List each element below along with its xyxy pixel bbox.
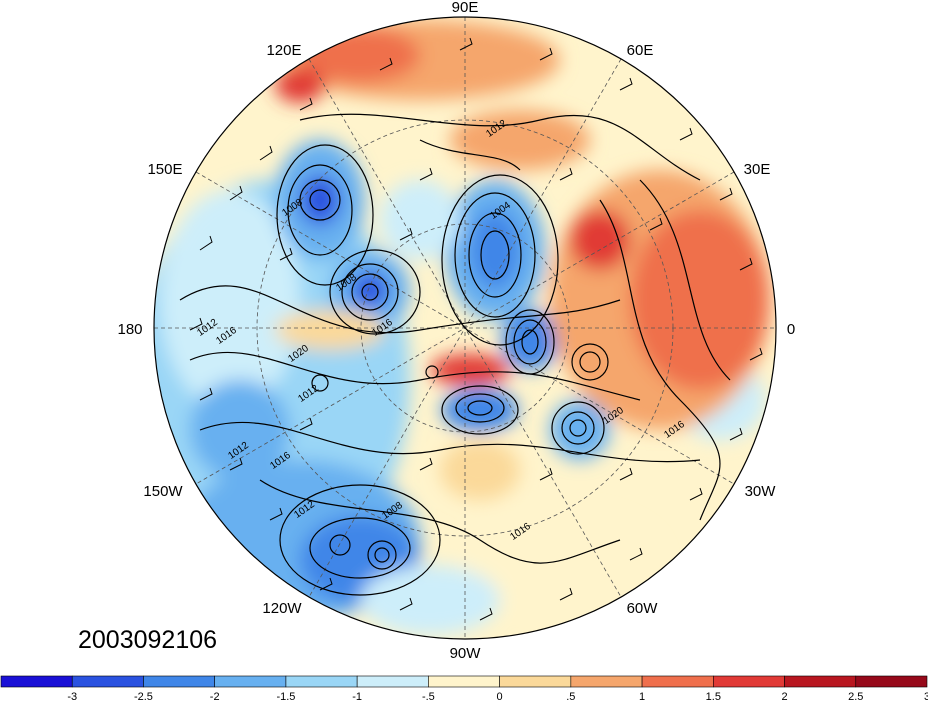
wind-barbs xyxy=(189,37,763,621)
contour-layer xyxy=(154,17,776,639)
colorbar-segment xyxy=(143,675,215,688)
date-stamp: 2003092106 xyxy=(78,626,217,654)
colorbar-tick-label: -1 xyxy=(352,691,362,702)
colorbar-tick-label: 0 xyxy=(497,691,503,702)
colorbar-segment xyxy=(641,675,714,688)
lon-label-30e: 30E xyxy=(744,161,771,178)
lon-label-60w: 60W xyxy=(627,600,659,617)
colorbar: -3 -2.5 -2 -1.5 -1 -.5 0 .5 1 1.5 2 2.5 3 xyxy=(0,675,928,702)
colorbar-tick-label: 2 xyxy=(781,691,787,702)
colorbar-segment xyxy=(71,675,144,688)
lon-label-120e: 120E xyxy=(266,42,301,59)
colorbar-segment xyxy=(855,675,928,688)
lon-label-120w: 120W xyxy=(262,600,302,617)
pressure-contours xyxy=(179,113,731,596)
colorbar-tick-label: -.5 xyxy=(422,691,435,702)
lon-label-0: 0 xyxy=(787,321,795,338)
lon-label-90e: 90E xyxy=(452,0,479,16)
lon-label-180: 180 xyxy=(117,321,142,338)
map-boundary xyxy=(153,16,777,640)
lon-label-60e: 60E xyxy=(627,42,654,59)
lon-label-150w: 150W xyxy=(143,483,183,500)
lon-label-30w: 30W xyxy=(745,483,777,500)
colorbar-segment xyxy=(428,675,500,688)
colorbar-tick-label: .5 xyxy=(566,691,575,702)
colorbar-segment xyxy=(356,675,429,688)
lon-label-90w: 90W xyxy=(450,645,482,662)
colorbar-segment xyxy=(713,675,785,688)
colorbar-segment xyxy=(285,675,358,688)
anomaly-shading xyxy=(154,17,776,639)
longitude-labels: 90E 60E 30E 0 30W 60W 90W 120W 150W 180 … xyxy=(117,0,795,662)
colorbar-tick-label: -1.5 xyxy=(276,691,295,702)
colorbar-tick-label: 2.5 xyxy=(848,691,863,702)
colorbar-segment xyxy=(570,675,643,688)
colorbar-segment xyxy=(0,675,73,688)
colorbar-tick-label: -2 xyxy=(210,691,220,702)
colorbar-tick-label: -3 xyxy=(67,691,77,702)
colorbar-segment xyxy=(499,675,572,688)
colorbar-segment xyxy=(214,675,287,688)
colorbar-tick-label: -2.5 xyxy=(134,691,153,702)
lon-label-150e: 150E xyxy=(147,161,182,178)
colorbar-tick-label: 3 xyxy=(924,691,928,702)
colorbar-segment xyxy=(784,675,857,688)
colorbar-tick-label: 1.5 xyxy=(706,691,721,702)
colorbar-tick-label: 1 xyxy=(639,691,645,702)
